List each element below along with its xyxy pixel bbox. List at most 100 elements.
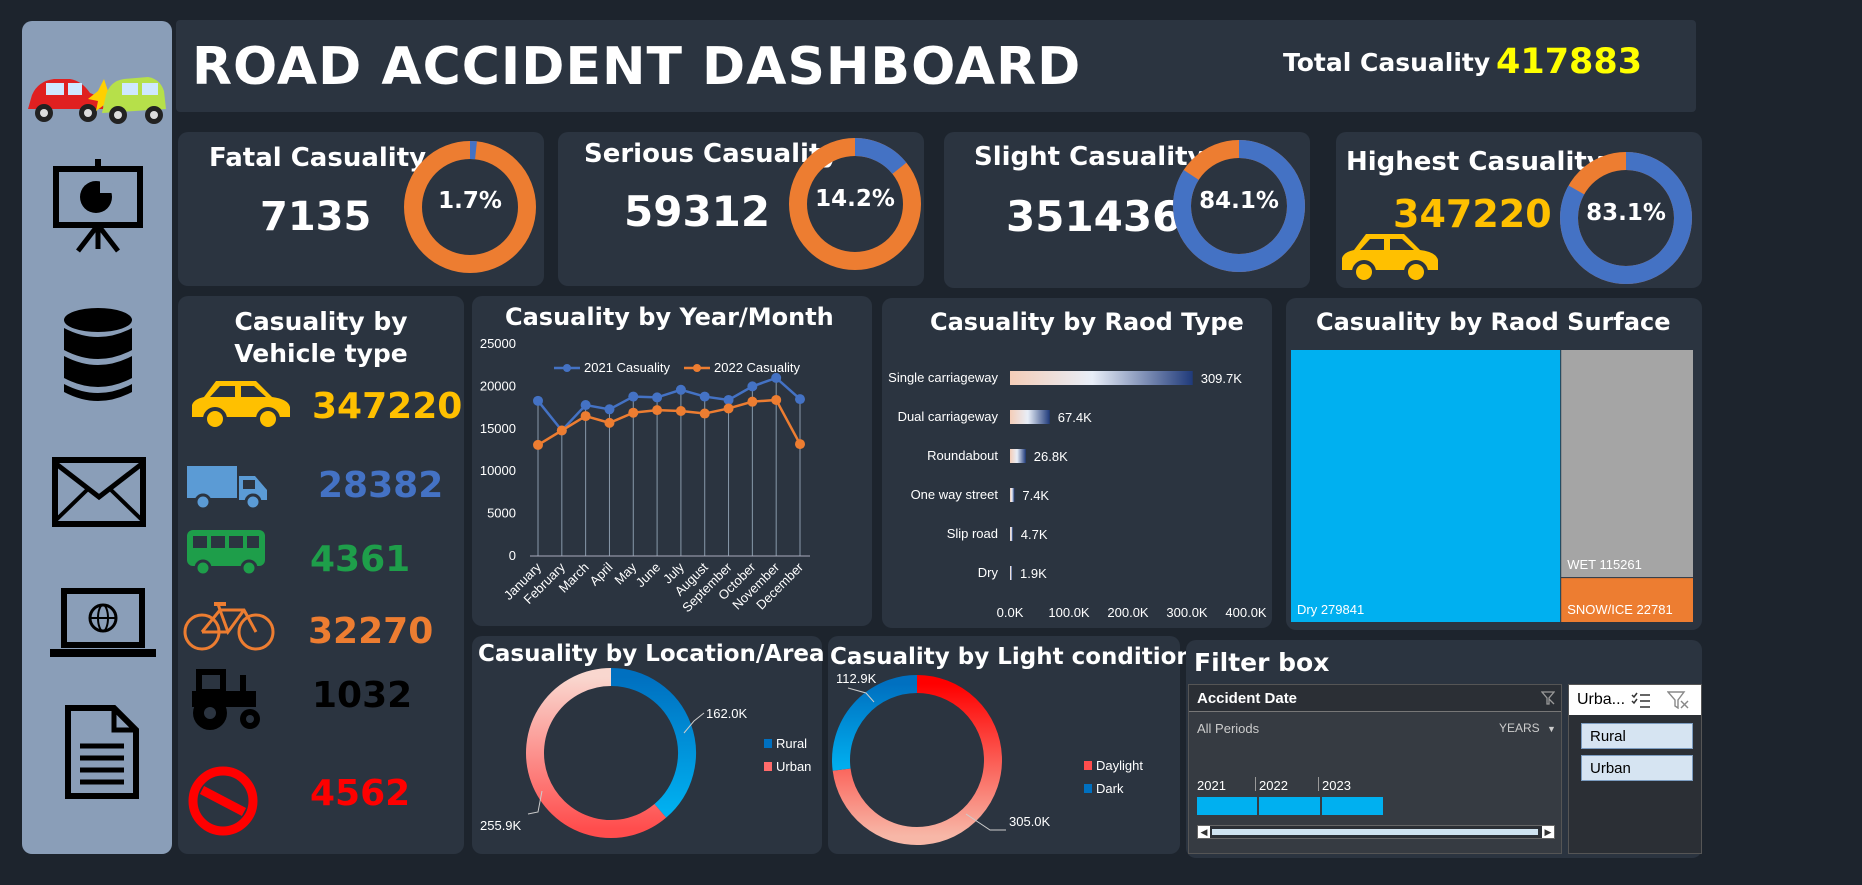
kpi-percent: 1.7% [438, 188, 502, 214]
timeline-year: 2023 [1322, 778, 1351, 793]
data-point [771, 372, 782, 383]
scroll-left-arrow[interactable]: ◀ [1198, 826, 1210, 838]
location-title: Casuality by Location/Area [478, 641, 825, 667]
timeline-scrollbar[interactable]: ◀ ▶ [1197, 825, 1555, 839]
timeline-year: 2021 [1197, 778, 1226, 793]
clear-filter-icon[interactable] [1541, 691, 1555, 705]
treemap-label: WET 115261 [1567, 557, 1642, 572]
scroll-thumb[interactable] [1212, 829, 1538, 835]
car-crash-icon[interactable] [24, 61, 170, 131]
bar-category-label: Slip road [947, 526, 998, 541]
legend-label: Rural [776, 736, 807, 751]
kpi-donut [1173, 140, 1305, 272]
treemap-label: SNOW/ICE 22781 [1567, 602, 1673, 617]
data-point [628, 391, 639, 402]
sidebar [22, 21, 172, 854]
legend-label: Daylight [1096, 758, 1143, 773]
kpi-slight: Slight Casuality 351436 84.1% [944, 132, 1310, 288]
bar [1010, 527, 1013, 541]
database-icon[interactable] [60, 306, 136, 406]
document-icon[interactable] [64, 704, 140, 800]
timeline-panel[interactable]: Accident Date All Periods YEARS ▼ 2021 2… [1188, 684, 1562, 854]
light-donut: 305.0K 112.9K Daylight Dark [832, 671, 1143, 845]
treemap-tile [1561, 578, 1693, 622]
clear-filter-icon[interactable] [1667, 691, 1689, 709]
data-point [604, 404, 615, 415]
kpi-serious: Serious Casuality 59312 14.2% [558, 132, 924, 286]
slicer-item-urban[interactable]: Urban [1581, 755, 1693, 781]
road-surface-title: Casuality by Raod Surface [1316, 308, 1671, 336]
vehicle-value: 32270 [308, 611, 434, 652]
line-chart-title: Casuality by Year/Month [505, 303, 834, 331]
unit-selector[interactable]: YEARS ▼ [1499, 721, 1556, 735]
data-point [723, 394, 734, 405]
data-point [580, 411, 591, 422]
data-point [795, 394, 805, 405]
x-tick-label: 0.0K [997, 605, 1024, 620]
location-donut: 162.0K 255.9K Rural Urban [480, 668, 811, 838]
bar-data-label: 26.8K [1034, 449, 1068, 464]
y-tick-label: 10000 [480, 463, 516, 478]
timeline-bar[interactable] [1259, 797, 1320, 815]
road-surface-treemap: Dry 279841 WET 115261 SNOW/ICE 22781 [1291, 350, 1693, 622]
area-slicer[interactable]: Urba... Rural Urban [1568, 684, 1702, 854]
data-point [747, 381, 758, 392]
road-type-card: Casuality by Raod Type Single carriagewa… [882, 298, 1272, 628]
x-tick-label: 400.0K [1225, 605, 1267, 620]
bar-category-label: One way street [911, 487, 999, 502]
data-point [628, 407, 639, 418]
unit-label: YEARS [1499, 721, 1540, 735]
line-chart-card: Casuality by Year/Month 0 5000 10000 15000 2… [472, 296, 872, 626]
bar [1010, 410, 1050, 424]
total-casuality-label: Total Casuality [1283, 48, 1491, 77]
page-title: ROAD ACCIDENT DASHBOARD [192, 37, 1082, 97]
light-title: Casuality by Light condition [830, 644, 1193, 670]
treemap-tile [1561, 350, 1693, 578]
bar [1010, 449, 1026, 463]
y-tick-label: 0 [509, 548, 516, 563]
treemap-tile [1291, 350, 1561, 622]
kpi-donut [404, 141, 536, 273]
data-point [699, 391, 710, 402]
donut-data-label: 162.0K [706, 706, 748, 721]
vehicle-title: Casuality by Vehicle type [234, 307, 408, 368]
kpi-title: Slight Casuality [974, 142, 1205, 172]
road-type-title: Casuality by Raod Type [930, 308, 1244, 336]
bar-data-label: 309.7K [1201, 371, 1243, 386]
mail-icon[interactable] [52, 457, 146, 527]
vehicle-value: 347220 [312, 386, 463, 427]
scroll-right-arrow[interactable]: ▶ [1542, 826, 1554, 838]
road-type-chart: Single carriageway 309.7K Dual carriageway… [888, 370, 1267, 620]
bar-category-label: Roundabout [927, 448, 998, 463]
slicer-item-rural[interactable]: Rural [1581, 723, 1693, 749]
donut-slice [832, 675, 918, 771]
donut-data-label: 305.0K [1009, 814, 1051, 829]
laptop-globe-icon[interactable] [48, 587, 158, 663]
legend-swatch [764, 762, 772, 771]
bar-data-label: 1.9K [1020, 566, 1047, 581]
donut-data-label: 112.9K [836, 671, 877, 686]
slicer-header: Urba... [1577, 691, 1626, 708]
timeline-bar[interactable] [1197, 797, 1257, 815]
vehicle-card: Casuality by Vehicle type 347220 28382 4… [178, 296, 464, 854]
light-card: Casuality by Light condition 305.0K 112.9… [828, 636, 1193, 854]
truck-icon [187, 466, 267, 511]
kpi-value: 351436 [1006, 192, 1182, 241]
vehicle-value: 4562 [310, 773, 411, 814]
timeline-tick [1255, 777, 1256, 791]
bar [1010, 566, 1012, 580]
timeline-bar[interactable] [1322, 797, 1383, 815]
data-point [747, 396, 758, 407]
car-icon [1342, 234, 1438, 284]
timeline-tick [1318, 777, 1319, 791]
presentation-icon[interactable] [50, 159, 146, 255]
data-point [771, 394, 782, 405]
bar [1010, 371, 1193, 385]
vehicle-value: 28382 [318, 465, 444, 506]
multi-select-icon[interactable] [1631, 691, 1651, 709]
legend-marker [693, 364, 701, 372]
bar-data-label: 7.4K [1022, 488, 1049, 503]
data-point [604, 417, 615, 428]
legend-label: 2022 Casuality [714, 360, 800, 375]
kpi-value: 347220 [1393, 192, 1552, 236]
